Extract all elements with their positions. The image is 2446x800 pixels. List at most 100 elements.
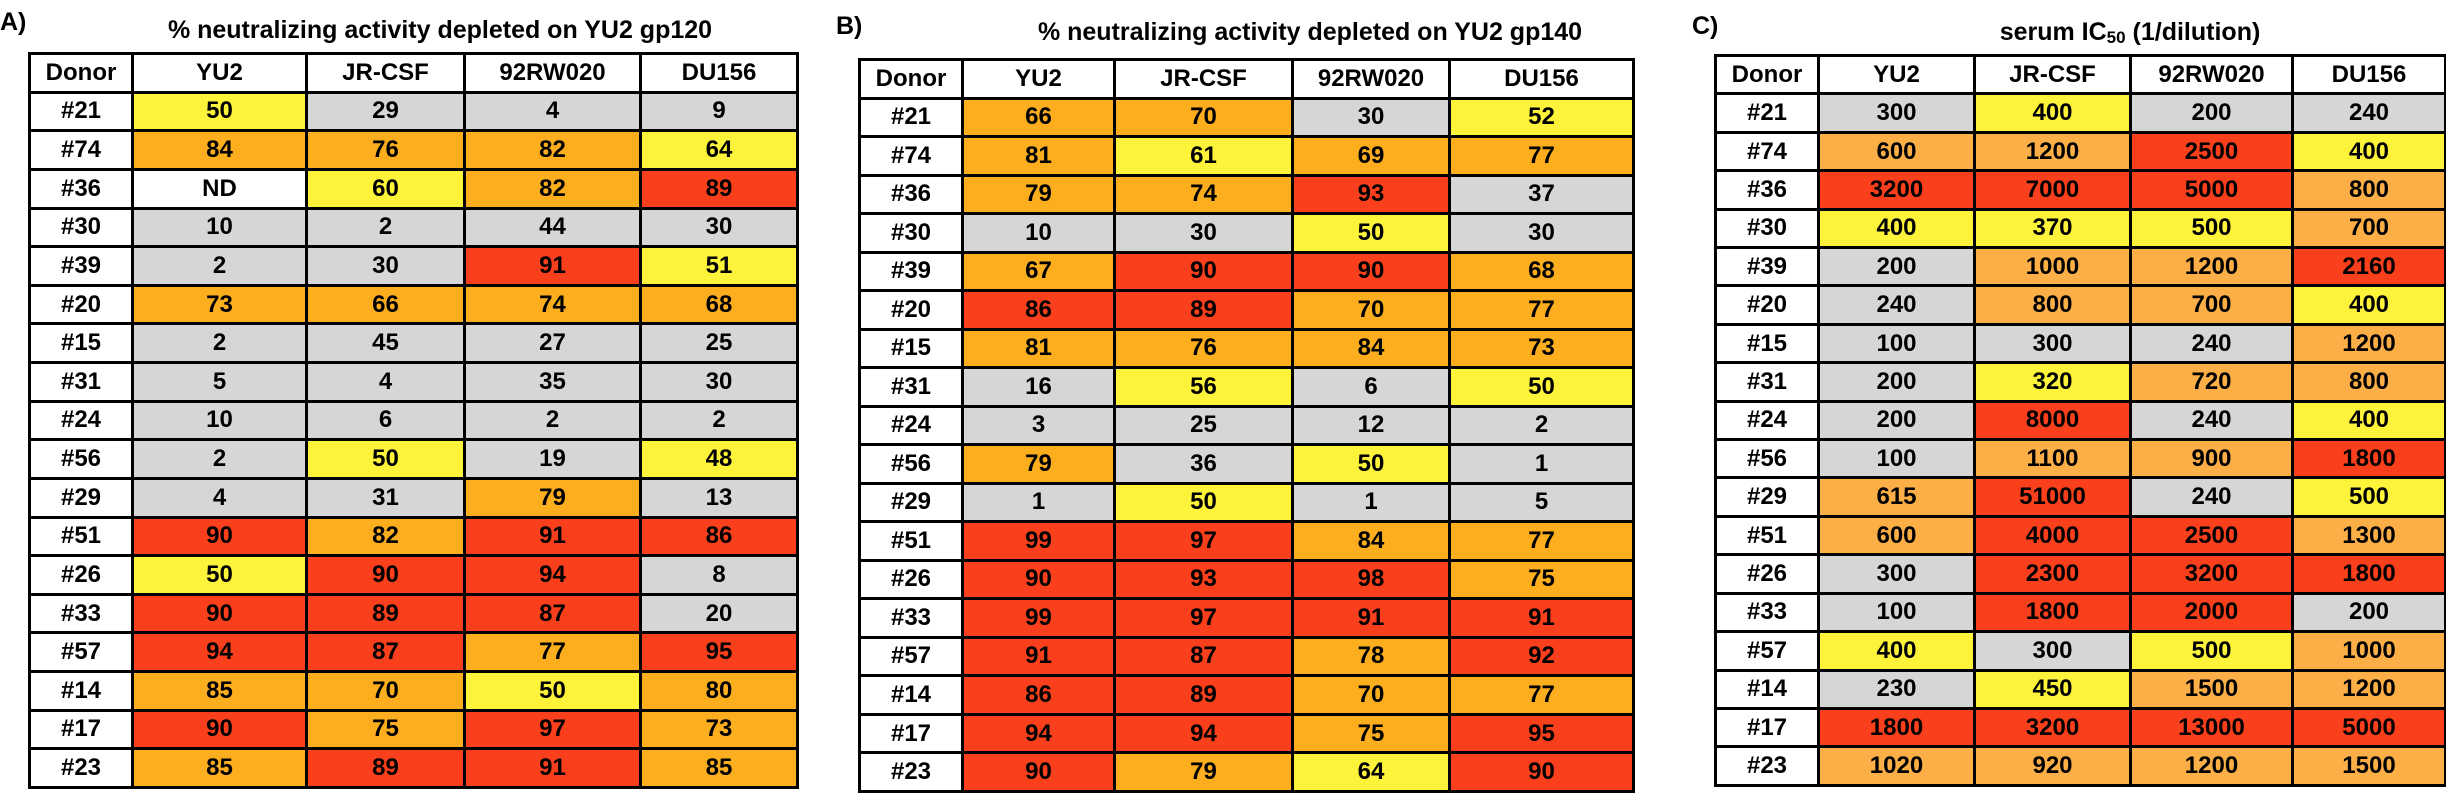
table-row: #31 16 56 6 50 — [858, 366, 1635, 408]
donor-cell: #17 — [28, 708, 134, 751]
table-row: #51 90 82 91 86 — [28, 515, 799, 558]
value-cell: 77 — [1448, 289, 1635, 331]
value-cell: 700 — [2129, 284, 2294, 326]
value-cell: 4000 — [1973, 514, 2132, 557]
donor-cell: #36 — [858, 173, 964, 216]
value-cell: 81 — [961, 135, 1116, 177]
value-cell: 100 — [1817, 591, 1976, 634]
value-cell: 93 — [1113, 558, 1294, 601]
donor-cell: #51 — [858, 520, 964, 562]
value-cell: 2 — [131, 322, 308, 364]
value-cell: 82 — [305, 515, 466, 558]
table-row: #39 2 30 91 51 — [28, 245, 799, 287]
value-cell: 84 — [1291, 327, 1451, 370]
value-cell: 89 — [639, 167, 799, 210]
table-row: #56 79 36 50 1 — [858, 443, 1635, 485]
table-row: #23 85 89 91 85 — [28, 747, 799, 789]
table-row: #24 3 25 12 2 — [858, 404, 1635, 447]
value-cell: 50 — [1291, 212, 1451, 254]
value-cell: 91 — [1448, 597, 1635, 639]
column-header: 92RW020 — [2129, 53, 2294, 96]
value-cell: 91 — [463, 515, 642, 558]
value-cell: 37 — [1448, 173, 1635, 216]
donor-cell: #30 — [1714, 207, 1820, 250]
donor-cell: #56 — [28, 438, 134, 480]
value-cell: 2 — [1448, 404, 1635, 447]
value-cell: 240 — [1817, 284, 1976, 326]
value-cell: 94 — [1113, 712, 1294, 755]
donor-cell: #33 — [28, 592, 134, 635]
value-cell: 77 — [1448, 674, 1635, 716]
donor-cell: #30 — [28, 206, 134, 249]
donor-cell: #33 — [858, 597, 964, 639]
value-cell: 60 — [305, 167, 466, 210]
value-cell: 300 — [1973, 630, 2132, 672]
table-row: #23 1020 920 1200 1500 — [1714, 745, 2446, 787]
table-row: #31 200 320 720 800 — [1714, 361, 2446, 403]
value-cell: 51 — [639, 245, 799, 287]
value-cell: 82 — [463, 167, 642, 210]
value-cell: 2500 — [2129, 130, 2294, 173]
panel-title-text: % neutralizing activity depleted on YU2 … — [1037, 18, 1583, 46]
value-cell: 84 — [131, 129, 308, 171]
value-cell: 75 — [1448, 558, 1635, 601]
value-cell: 25 — [639, 322, 799, 364]
donor-cell: #29 — [1714, 476, 1820, 518]
value-cell: 97 — [463, 708, 642, 751]
value-cell: 90 — [961, 751, 1116, 793]
value-cell: 70 — [1291, 674, 1451, 716]
table-row: #29 4 31 79 13 — [28, 476, 799, 519]
table-row: #57 94 87 77 95 — [28, 631, 799, 673]
table-row: #21 66 70 30 52 — [858, 96, 1635, 139]
value-cell: 86 — [639, 515, 799, 558]
value-cell: 2300 — [1973, 553, 2132, 595]
value-cell: 56 — [1113, 366, 1294, 408]
value-cell: 90 — [305, 554, 466, 596]
table-row: #57 400 300 500 1000 — [1714, 630, 2446, 672]
donor-cell: #74 — [1714, 130, 1820, 173]
value-cell: 100 — [1817, 322, 1976, 365]
donor-cell: #23 — [1714, 745, 1820, 787]
value-cell: 90 — [131, 708, 308, 751]
table-row: #51 99 97 84 77 — [858, 520, 1635, 562]
value-cell: 61 — [1113, 135, 1294, 177]
value-cell: 400 — [1973, 92, 2132, 134]
value-cell: 90 — [1291, 250, 1451, 293]
value-cell: 70 — [1113, 96, 1294, 139]
value-cell: 35 — [463, 361, 642, 403]
table-row: #56 2 50 19 48 — [28, 438, 799, 480]
table-row: #57 91 87 78 92 — [858, 635, 1635, 678]
value-cell: 70 — [305, 670, 466, 712]
value-cell: 20 — [639, 592, 799, 635]
value-cell: 79 — [1113, 751, 1294, 793]
value-cell: 30 — [305, 245, 466, 287]
value-cell: 300 — [1817, 92, 1976, 134]
value-cell: 66 — [305, 283, 466, 326]
table-row: #24 10 6 2 2 — [28, 399, 799, 442]
value-cell: 1800 — [1817, 706, 1976, 749]
donor-cell: #57 — [28, 631, 134, 673]
value-cell: 85 — [131, 670, 308, 712]
value-cell: 300 — [1817, 553, 1976, 595]
value-cell: 2 — [305, 206, 466, 249]
value-cell: 2160 — [2291, 246, 2446, 288]
table-row: #17 1800 3200 13000 5000 — [1714, 706, 2446, 749]
value-cell: 87 — [305, 631, 466, 673]
table-row: #36 ND 60 82 89 — [28, 167, 799, 210]
value-cell: 90 — [131, 515, 308, 558]
column-header: JR-CSF — [1113, 58, 1294, 100]
value-cell: 4 — [131, 476, 308, 519]
value-cell: 13 — [639, 476, 799, 519]
value-cell: 10 — [131, 399, 308, 442]
donor-cell: #20 — [858, 289, 964, 331]
value-cell: 400 — [2291, 399, 2446, 442]
panel-title-text: % neutralizing activity depleted on YU2 … — [167, 16, 713, 44]
value-cell: 200 — [2291, 591, 2446, 634]
panel-title-text: serum IC — [1999, 18, 2107, 46]
donor-cell: #57 — [1714, 630, 1820, 672]
value-cell: 85 — [639, 747, 799, 789]
table-row: #74 81 61 69 77 — [858, 135, 1635, 177]
donor-cell: #31 — [28, 361, 134, 403]
table-row: #56 100 1100 900 1800 — [1714, 438, 2446, 480]
donor-cell: #26 — [1714, 553, 1820, 595]
